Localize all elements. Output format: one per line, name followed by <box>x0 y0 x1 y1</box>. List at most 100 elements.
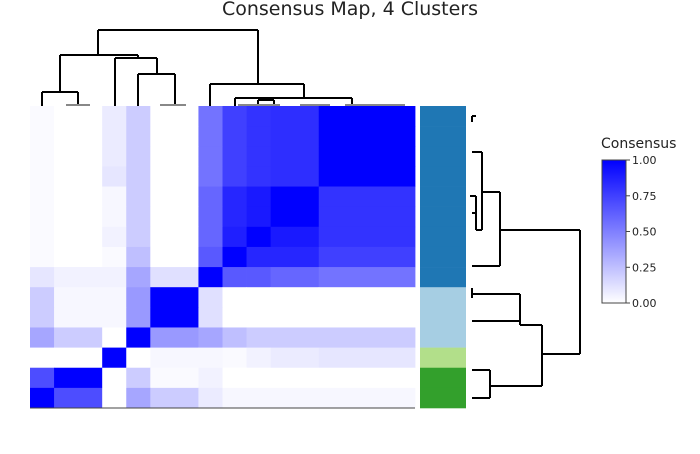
heatmap-cell <box>150 327 199 348</box>
heatmap-cell <box>270 166 320 187</box>
cluster-bar-segment <box>420 206 466 228</box>
heatmap-cell <box>54 146 103 167</box>
heatmap-cell <box>30 226 55 248</box>
heatmap-cell <box>54 106 103 127</box>
colorbar-tick-label: 0.50 <box>632 226 657 239</box>
heatmap-cell <box>30 267 55 288</box>
heatmap-cell <box>198 246 223 268</box>
heatmap-cell <box>222 226 247 248</box>
heatmap-cell <box>246 186 272 208</box>
heatmap-cell <box>198 106 223 127</box>
cluster-bar-segment <box>420 367 466 389</box>
heatmap-cell <box>54 267 103 288</box>
heatmap-cell <box>318 307 416 328</box>
heatmap-cell <box>150 307 199 328</box>
heatmap-cell <box>30 307 55 328</box>
heatmap-cell <box>126 367 151 389</box>
heatmap-cell <box>30 387 55 409</box>
colorbar-tick-label: 1.00 <box>632 154 657 167</box>
heatmap-cell <box>102 387 127 409</box>
heatmap-cell <box>270 267 320 288</box>
heatmap-cell <box>30 106 55 127</box>
heatmap-cell <box>198 387 223 409</box>
heatmap-cell <box>246 166 272 187</box>
heatmap-cell <box>102 246 127 268</box>
heatmap-cell <box>30 287 55 308</box>
heatmap-cell <box>222 327 247 348</box>
heatmap-cell <box>150 226 199 248</box>
colorbar-ticks: 0.00 0.25 0.50 0.75 1.00 <box>626 154 657 310</box>
heatmap-cell <box>318 327 416 348</box>
heatmap-cell <box>150 166 199 187</box>
heatmap-cell <box>246 146 272 167</box>
cluster-bar-segment <box>420 146 466 167</box>
heatmap-cell <box>246 327 272 348</box>
heatmap-cell <box>30 166 55 187</box>
heatmap-cell <box>198 307 223 328</box>
heatmap-cell <box>270 106 320 127</box>
heatmap-cell <box>102 226 127 248</box>
cluster-bar-segment <box>420 387 466 409</box>
heatmap-cell <box>30 186 55 208</box>
heatmap-cell <box>54 186 103 208</box>
cluster-bar-segment <box>420 166 466 187</box>
heatmap-cell <box>150 267 199 288</box>
heatmap-cell <box>270 126 320 147</box>
heatmap-cell <box>246 287 272 308</box>
heatmap-cell <box>222 126 247 147</box>
heatmap-cell <box>54 246 103 268</box>
heatmap-cell <box>102 146 127 167</box>
heatmap-cell <box>198 126 223 147</box>
heatmap-cell <box>198 146 223 167</box>
row-dendrogram <box>470 115 581 399</box>
heatmap-cell <box>222 166 247 187</box>
heatmap-cell <box>102 347 127 369</box>
heatmap-cell <box>30 146 55 167</box>
heatmap-cell <box>54 206 103 228</box>
heatmap-cell <box>102 307 127 328</box>
heatmap-cell <box>150 287 199 308</box>
heatmap-cell <box>318 287 416 308</box>
chart-title: Consensus Map, 4 Clusters <box>222 0 478 20</box>
heatmap-cell <box>126 246 151 268</box>
heatmap-cell <box>30 347 55 369</box>
heatmap-cell <box>318 226 416 248</box>
heatmap-cell <box>198 367 223 389</box>
heatmap-cell <box>54 287 103 308</box>
heatmap-cell <box>198 166 223 187</box>
heatmap-cell <box>126 186 151 208</box>
cluster-bar-segment <box>420 186 466 207</box>
cluster-bar-segment <box>420 347 466 369</box>
cluster-bar-segment <box>420 126 466 147</box>
heatmap-cell <box>54 226 103 248</box>
heatmap-cell <box>126 347 151 369</box>
heatmap-cell <box>102 267 127 288</box>
heatmap-cell <box>126 106 151 127</box>
heatmap-cell <box>270 146 320 167</box>
heatmap-cell <box>222 206 247 228</box>
heatmap-cell <box>246 347 272 369</box>
heatmap-cell <box>54 126 103 147</box>
heatmap-cell <box>30 327 55 348</box>
column-dendrogram <box>41 29 405 106</box>
heatmap-cell <box>246 267 272 288</box>
heatmap-cell <box>246 126 272 147</box>
heatmap-cell <box>54 387 103 409</box>
heatmap-cell <box>222 307 247 328</box>
heatmap-cell <box>246 226 272 248</box>
heatmap-cell <box>318 246 416 268</box>
heatmap-cell <box>318 367 416 389</box>
heatmap-cell <box>222 367 247 389</box>
heatmap-cell <box>102 367 127 389</box>
heatmap-cell <box>102 106 127 127</box>
cluster-bar-segment <box>420 106 466 127</box>
heatmap-cell <box>54 307 103 328</box>
heatmap-cell <box>102 166 127 187</box>
heatmap-cell <box>126 327 151 348</box>
heatmap-cell <box>246 206 272 228</box>
heatmap-cell <box>126 267 151 288</box>
cluster-bar-segment <box>420 246 466 268</box>
heatmap-cell <box>246 246 272 268</box>
heatmap-cell <box>318 387 416 409</box>
heatmap-cell <box>222 387 247 409</box>
